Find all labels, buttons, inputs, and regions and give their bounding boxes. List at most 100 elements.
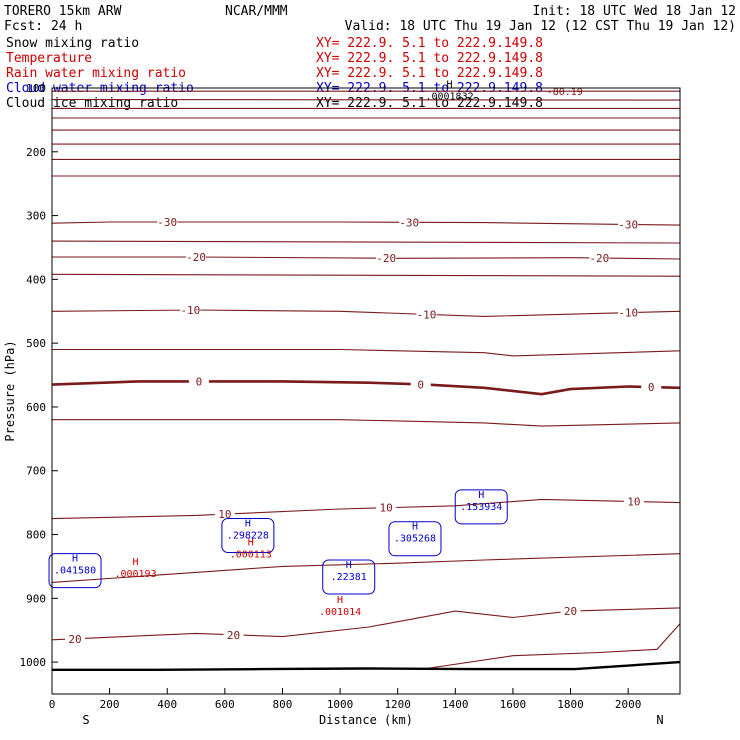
ground-surface-line xyxy=(52,660,681,671)
cloud-water-max-marker: H xyxy=(478,490,484,501)
cloud-water-contour xyxy=(322,559,376,595)
cloud-water-contour xyxy=(48,553,102,589)
isotherm-label-bg xyxy=(623,495,644,507)
isotherm-line xyxy=(51,221,681,226)
cloud-water-max-value: .305268 xyxy=(394,534,436,545)
x-tick-label: 600 xyxy=(215,698,235,711)
top-temperature-value: -80.19 xyxy=(547,87,583,98)
isotherm-label: 10 xyxy=(218,508,231,521)
isotherm-line xyxy=(51,309,681,317)
cloud-water-max-value: .22381 xyxy=(331,572,367,583)
x-tick-label: 1200 xyxy=(384,698,411,711)
isotherm-line xyxy=(52,348,681,357)
isotherm-label-bg xyxy=(416,308,437,320)
y-tick-label: 900 xyxy=(26,592,46,605)
y-tick-label: 700 xyxy=(26,465,46,478)
x-tick-label: 400 xyxy=(157,698,177,711)
isotherm-label: 20 xyxy=(68,633,81,646)
rain-max-value: .001014 xyxy=(319,607,361,618)
cloud-water-contour xyxy=(454,489,508,525)
x-axis-label: Distance (km) xyxy=(319,713,413,727)
isotherm-label-bg xyxy=(376,501,397,513)
y-axis-ticks: 100 200 300 400 500 600 700 800 900 1000 xyxy=(20,82,58,669)
isotherm-label: -10 xyxy=(180,304,200,317)
rain-max-value: .000193 xyxy=(114,569,156,580)
isotherm-line xyxy=(52,256,681,260)
y-tick-label: 200 xyxy=(26,146,46,159)
cloud-water-max-value: .298228 xyxy=(227,531,269,542)
isotherm-label: 20 xyxy=(564,605,577,618)
legend-rain-xy: XY= 222.9. 5.1 to 222.9.149.8 xyxy=(316,66,543,81)
isotherm-label: 10 xyxy=(380,502,393,515)
y-tick-label: 100 xyxy=(26,82,46,95)
isotherm-label-bg xyxy=(157,215,178,227)
cloud-water-contour xyxy=(221,518,275,554)
x-tick-label: 1400 xyxy=(442,698,469,711)
isotherm-line xyxy=(51,98,681,101)
rain-max-value: .000113 xyxy=(230,550,272,561)
isotherm-label: 0 xyxy=(417,378,424,391)
x-tick-label: 0 xyxy=(49,698,56,711)
isotherm-label: -20 xyxy=(589,252,609,265)
y-axis-label: Pressure (hPa) xyxy=(3,340,17,441)
isotherm-label-bg xyxy=(376,252,397,264)
north-end-label: N xyxy=(656,713,663,727)
cloud-water-max-marker: H xyxy=(412,522,418,533)
isotherm-line xyxy=(51,273,681,277)
maxima-labels: H.041580H.298228H.22381H.305268H.153934H… xyxy=(54,80,583,618)
rain-max-marker: H xyxy=(337,595,343,606)
isotherm-label-bg xyxy=(589,252,610,264)
isotherm-label: 10 xyxy=(627,496,640,509)
temperature-contours: -30 -30 -30 -20 -20 -20 -10 -10 -10 0 0 0 10 10 10 20 20… xyxy=(51,90,681,671)
forecast-hour: Fcst: 24 h xyxy=(4,19,82,34)
isotherm-line xyxy=(52,419,681,427)
y-tick-label: 300 xyxy=(26,210,46,223)
isotherm-label: 20 xyxy=(227,629,240,642)
isotherm-line xyxy=(51,240,681,244)
plot-area: -30 -30 -30 -20 -20 -20 -10 -10 -10 0 0 0 10 10 10 20 20… xyxy=(20,80,681,711)
rain-max-marker: H xyxy=(248,538,254,549)
isotherm-line xyxy=(51,498,681,520)
legend-snow: Snow mixing ratio xyxy=(6,36,139,51)
isotherm-label: -10 xyxy=(618,307,638,320)
cloud-water-contours xyxy=(48,489,508,595)
isotherm-label-bg xyxy=(180,304,201,316)
south-end-label: S xyxy=(82,713,89,727)
isotherm-label-bg xyxy=(641,381,662,393)
x-tick-label: 1000 xyxy=(327,698,354,711)
isotherm-label-bg xyxy=(410,378,431,390)
cloud-water-max-marker: H xyxy=(245,519,251,530)
snow-max-marker: H xyxy=(447,80,453,91)
isotherm-label: -30 xyxy=(618,218,638,231)
model-title: TORERO 15km ARW xyxy=(4,4,122,19)
isotherm-line xyxy=(426,623,681,670)
cloud-water-max-value: .041580 xyxy=(54,566,96,577)
isotherm-label-bg xyxy=(618,306,639,318)
cloud-water-max-marker: H xyxy=(346,560,352,571)
legend-temperature: Temperature xyxy=(6,51,92,66)
legend-rain: Rain water mixing ratio xyxy=(6,66,186,81)
isotherm-label-bg xyxy=(214,508,235,520)
isotherm-label-bg xyxy=(188,375,209,387)
cloud-water-max-value: .153934 xyxy=(460,502,502,513)
isotherm-line xyxy=(51,607,681,641)
isotherm-label: -30 xyxy=(157,216,177,229)
init-time: Init: 18 UTC Wed 18 Jan 12 xyxy=(533,4,737,19)
isotherm-label: -10 xyxy=(417,308,437,321)
isotherm-label: -20 xyxy=(376,252,396,265)
y-tick-label: 400 xyxy=(26,273,46,286)
isotherm-label: -20 xyxy=(186,251,206,264)
cloud-water-max-marker: H xyxy=(72,554,78,565)
plot-frame xyxy=(51,87,681,695)
isotherm-label-bg xyxy=(65,632,86,644)
legend-temperature-xy: XY= 222.9. 5.1 to 222.9.149.8 xyxy=(316,51,543,66)
isotherm-label-bg xyxy=(186,251,207,263)
isotherm-line xyxy=(51,380,681,396)
x-tick-label: 2000 xyxy=(615,698,642,711)
cloud-water-contour xyxy=(388,521,442,557)
x-tick-label: 200 xyxy=(100,698,120,711)
y-tick-label: 600 xyxy=(26,401,46,414)
isotherm-label: 0 xyxy=(648,381,655,394)
x-tick-label: 1600 xyxy=(500,698,527,711)
